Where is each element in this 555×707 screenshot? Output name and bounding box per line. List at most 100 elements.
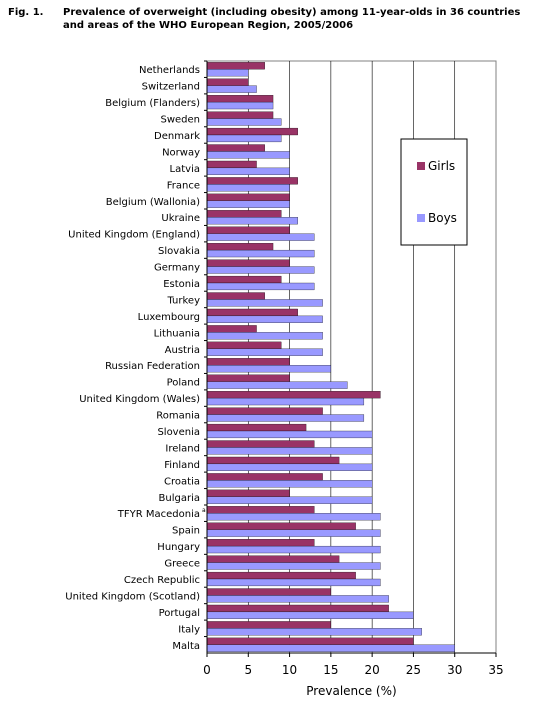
category-label-lithuania: Lithuania [154, 328, 200, 339]
bar-boys-portugal [206, 611, 414, 619]
bar-girls-belgium-flanders- [206, 95, 274, 103]
category-label-greece: Greece [164, 559, 200, 570]
bar-boys-ukraine [206, 217, 298, 225]
category-label-belgium-flanders-: Belgium (Flanders) [105, 98, 200, 109]
bar-boys-france [206, 184, 290, 192]
bar-girls-russian-federation [206, 358, 290, 366]
bar-girls-ukraine [206, 210, 282, 218]
bar-girls-slovakia [206, 243, 274, 251]
bar-girls-luxembourg [206, 308, 298, 317]
bar-girls-estonia [206, 275, 282, 284]
category-label-austria: Austria [165, 345, 200, 356]
category-label-poland: Poland [167, 378, 200, 389]
category-label-croatia: Croatia [164, 476, 200, 487]
category-label-ukraine: Ukraine [161, 213, 200, 224]
bar-boys-sweden [206, 118, 282, 126]
category-label-portugal: Portugal [159, 608, 200, 619]
bar-boys-hungary [206, 545, 381, 554]
category-label-finland: Finland [164, 460, 200, 471]
category-label-ireland: Ireland [165, 443, 200, 454]
bar-boys-austria [206, 348, 323, 356]
bar-girls-united-kingdom-england- [206, 226, 290, 234]
category-label-spain: Spain [172, 526, 200, 537]
category-label-turkey: Turkey [166, 295, 200, 306]
bar-boys-slovakia [206, 249, 315, 258]
legend-label-boys: Boys [428, 211, 457, 225]
x-tick-label-30: 30 [447, 663, 462, 677]
category-label-slovenia: Slovenia [157, 427, 200, 438]
bar-boys-norway [206, 151, 290, 159]
bar-boys-denmark [206, 134, 282, 143]
category-label-germany: Germany [154, 263, 200, 274]
bar-boys-croatia [206, 480, 373, 488]
x-tick-label-0: 0 [203, 663, 211, 677]
bar-boys-czech-republic [206, 578, 381, 587]
bar-girls-france [206, 177, 298, 185]
bar-girls-greece [206, 555, 340, 563]
bar-boys-united-kingdom-england- [206, 233, 315, 241]
bar-boys-latvia [206, 167, 290, 175]
bar-girls-germany [206, 259, 290, 267]
bar-girls-romania [206, 407, 323, 415]
legend-box [400, 138, 468, 246]
bar-girls-czech-republic [206, 571, 356, 580]
category-label-slovakia: Slovakia [158, 246, 200, 257]
bar-boys-bulgaria [206, 496, 373, 504]
legend-swatch-boys [417, 214, 425, 222]
bar-girls-lithuania [206, 325, 257, 333]
bar-boys-russian-federation [206, 365, 332, 373]
category-label-united-kingdom-england-: United Kingdom (England) [68, 230, 200, 241]
category-label-united-kingdom-scotland-: United Kingdom (Scotland) [65, 591, 200, 602]
bar-girls-tfyr-macedonia [206, 506, 315, 514]
category-label-switzerland: Switzerland [142, 82, 200, 93]
bar-girls-poland [206, 374, 290, 382]
category-label-norway: Norway [162, 147, 200, 158]
bar-girls-italy [206, 621, 332, 629]
x-tick-label-20: 20 [365, 663, 380, 677]
bar-girls-malta [206, 637, 414, 645]
bar-boys-italy [206, 628, 422, 636]
bar-boys-finland [206, 463, 373, 471]
x-tick-label-10: 10 [282, 663, 297, 677]
bar-boys-belgium-flanders- [206, 101, 274, 110]
bar-girls-turkey [206, 292, 265, 300]
legend-label-girls: Girls [428, 159, 455, 173]
x-axis-label: Prevalence (%) [306, 684, 396, 698]
legend-swatch-girls [417, 162, 425, 170]
bar-girls-norway [206, 144, 265, 152]
bar-girls-bulgaria [206, 489, 290, 497]
bar-girls-croatia [206, 473, 323, 481]
bar-girls-hungary [206, 539, 315, 547]
superscript-note: a [202, 507, 206, 514]
bar-boys-lithuania [206, 332, 323, 340]
category-label-france: France [167, 180, 200, 191]
bar-boys-slovenia [206, 430, 373, 439]
category-label-belgium-wallonia-: Belgium (Wallonia) [106, 197, 200, 208]
bar-boys-tfyr-macedonia [206, 513, 381, 521]
bar-boys-netherlands [206, 69, 249, 77]
bar-girls-sweden [206, 111, 274, 119]
bar-boys-spain [206, 529, 381, 537]
bar-boys-greece [206, 562, 381, 570]
category-label-sweden: Sweden [160, 115, 200, 126]
bar-boys-malta [206, 644, 455, 652]
bar-girls-switzerland [206, 78, 249, 86]
category-label-tfyr-macedonia: TFYR Macedonia [117, 509, 200, 520]
bar-boys-switzerland [206, 85, 257, 93]
category-label-italy: Italy [178, 624, 200, 635]
category-label-hungary: Hungary [157, 542, 200, 553]
category-label-russian-federation: Russian Federation [105, 361, 200, 372]
bar-girls-netherlands [206, 62, 265, 70]
bar-girls-slovenia [206, 423, 307, 432]
bar-boys-romania [206, 414, 365, 422]
bar-girls-ireland [206, 440, 315, 448]
bar-girls-latvia [206, 160, 257, 169]
bar-boys-ireland [206, 447, 373, 455]
category-label-denmark: Denmark [154, 131, 200, 142]
x-tick-label-25: 25 [406, 663, 421, 677]
bar-girls-austria [206, 341, 282, 349]
bar-boys-estonia [206, 282, 315, 291]
bar-girls-united-kingdom-wales- [206, 391, 381, 399]
bar-girls-belgium-wallonia- [206, 193, 290, 201]
